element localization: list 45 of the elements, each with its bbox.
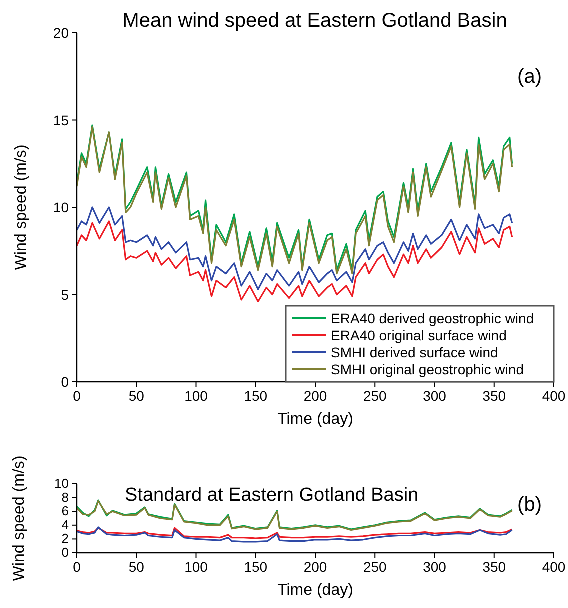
x-tick-label: 200	[304, 388, 328, 404]
x-tick-label: 350	[482, 388, 506, 404]
x-tick-label: 250	[363, 388, 388, 404]
y-tick-label: 8	[62, 490, 69, 505]
legend-label: ERA40 original surface wind	[331, 328, 507, 344]
x-tick-label: 100	[184, 559, 208, 575]
x-tick-label: 200	[304, 559, 328, 575]
legend-label: SMHI derived surface wind	[331, 344, 498, 360]
x-tick-label: 400	[542, 559, 566, 575]
x-tick-label: 50	[128, 388, 145, 404]
x-tick-label: 250	[363, 559, 388, 575]
line-series	[76, 220, 514, 303]
line-series	[76, 526, 514, 543]
x-axis-title: Time (day)	[278, 411, 354, 428]
x-tick-label: 0	[73, 388, 82, 404]
y-axis-title: Wind speed (m/s)	[13, 144, 30, 270]
y-axis-title: Wind speed (m/s)	[11, 456, 28, 582]
y-tick-label: 10	[54, 476, 69, 491]
annotation: (a)	[518, 66, 542, 88]
line-series	[76, 206, 514, 290]
y-tick-label: 6	[62, 504, 69, 519]
y-tick-label: 10	[53, 200, 70, 216]
x-tick-label: 300	[423, 388, 447, 404]
x-tick-label: 350	[482, 559, 506, 575]
y-tick-label: 15	[53, 112, 70, 128]
x-tick-label: 100	[184, 388, 208, 404]
x-tick-label: 150	[244, 559, 268, 575]
annotation: (b)	[518, 494, 542, 516]
y-tick-label: 0	[61, 374, 70, 390]
x-tick-label: 150	[244, 388, 268, 404]
x-tick-label: 300	[423, 559, 447, 575]
y-tick-label: 5	[61, 286, 70, 303]
chart-title: Standard at Eastern Gotland Basin	[125, 485, 419, 506]
y-tick-label: 4	[62, 517, 69, 532]
chart-title: Mean wind speed at Eastern Gotland Basin	[122, 10, 508, 32]
y-tick-label: 2	[62, 531, 69, 546]
y-tick-label: 20	[53, 25, 70, 41]
x-tick-label: 50	[128, 559, 145, 575]
line-series	[76, 527, 514, 540]
legend-label: ERA40 derived geostrophic wind	[331, 310, 534, 326]
y-tick-label: 0	[62, 545, 69, 560]
x-tick-label: 0	[73, 559, 82, 575]
x-tick-label: 400	[542, 388, 566, 404]
legend-label: SMHI original geostrophic wind	[331, 362, 524, 378]
x-axis-title: Time (day)	[278, 582, 354, 599]
